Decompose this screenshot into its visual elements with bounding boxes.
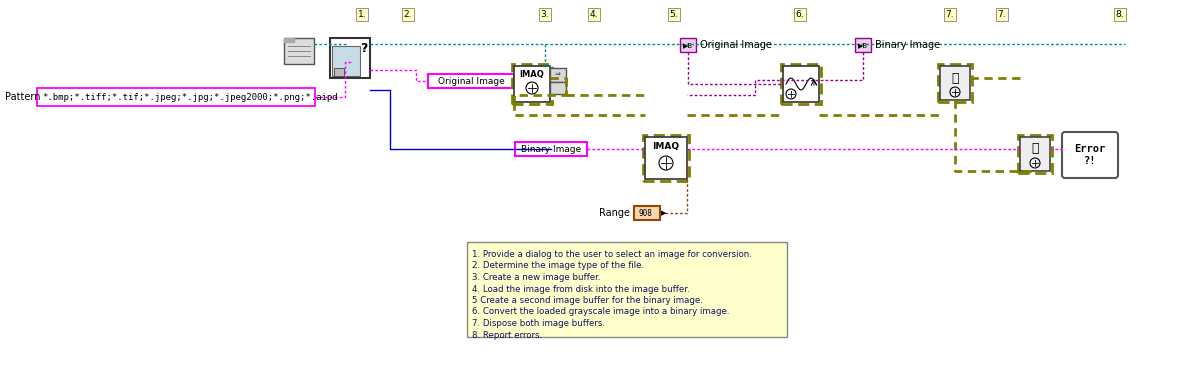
Bar xyxy=(680,38,696,52)
Bar xyxy=(332,46,360,76)
Text: 5.: 5. xyxy=(670,10,678,19)
Bar xyxy=(645,137,687,179)
Bar xyxy=(467,242,787,337)
Text: Binary Image: Binary Image xyxy=(520,145,581,154)
Bar xyxy=(514,142,586,156)
Bar xyxy=(784,66,819,102)
Text: Range: Range xyxy=(599,208,630,218)
Text: ▶B: ▶B xyxy=(858,42,868,48)
Bar xyxy=(334,68,345,76)
Bar xyxy=(428,74,514,88)
Text: Original Image: Original Image xyxy=(438,76,504,86)
Bar xyxy=(856,38,871,52)
Text: Pattern: Pattern xyxy=(5,92,40,102)
Bar xyxy=(284,38,314,64)
Polygon shape xyxy=(284,38,294,42)
Text: 6.: 6. xyxy=(795,10,805,19)
Bar xyxy=(330,38,371,78)
Text: 1.: 1. xyxy=(358,10,366,19)
Text: 3.: 3. xyxy=(540,10,550,19)
Bar xyxy=(1020,137,1050,171)
Text: Error
?!: Error ?! xyxy=(1074,144,1106,166)
Text: IMAQ: IMAQ xyxy=(519,69,544,79)
Bar xyxy=(634,206,660,220)
Text: 🗑: 🗑 xyxy=(1031,142,1038,155)
Text: ▶: ▶ xyxy=(661,210,667,216)
Text: 🗑: 🗑 xyxy=(951,72,958,85)
Text: 8.: 8. xyxy=(1115,10,1125,19)
Text: IMAQ: IMAQ xyxy=(653,142,680,152)
Text: ▶B: ▶B xyxy=(683,42,693,48)
Text: 3. Create a new image buffer.: 3. Create a new image buffer. xyxy=(472,273,601,282)
Bar xyxy=(781,64,821,104)
Bar xyxy=(940,66,970,100)
Bar xyxy=(514,66,550,102)
FancyBboxPatch shape xyxy=(1062,132,1117,178)
Text: 2. Determine the image type of the file.: 2. Determine the image type of the file. xyxy=(472,262,644,270)
Text: 1. Provide a dialog to the user to select an image for conversion.: 1. Provide a dialog to the user to selec… xyxy=(472,250,752,259)
Text: 7.: 7. xyxy=(997,10,1007,19)
Text: Binary Image: Binary Image xyxy=(876,40,940,50)
Text: 8. Report errors.: 8. Report errors. xyxy=(472,331,542,339)
Bar xyxy=(550,82,566,94)
Text: ?: ? xyxy=(360,41,368,55)
Text: Original Image: Original Image xyxy=(700,40,772,50)
Text: 4.: 4. xyxy=(590,10,598,19)
Text: 7.: 7. xyxy=(945,10,955,19)
Bar xyxy=(938,64,972,102)
Bar xyxy=(643,135,689,181)
Text: 908: 908 xyxy=(638,208,651,217)
Text: 7. Dispose both image buffers.: 7. Dispose both image buffers. xyxy=(472,319,605,328)
Text: 4. Load the image from disk into the image buffer.: 4. Load the image from disk into the ima… xyxy=(472,284,689,293)
Text: 5 Create a second image buffer for the binary image.: 5 Create a second image buffer for the b… xyxy=(472,296,703,305)
Text: 2.: 2. xyxy=(404,10,412,19)
Text: ⇒: ⇒ xyxy=(555,72,560,78)
Bar xyxy=(512,64,552,104)
Text: 6. Convert the loaded grayscale image into a binary image.: 6. Convert the loaded grayscale image in… xyxy=(472,307,729,317)
Text: *.bmp;*.tiff;*.tif;*.jpeg;*.jpg;*.jpeg2000;*.png;*.aipd: *.bmp;*.tiff;*.tif;*.jpeg;*.jpg;*.jpeg20… xyxy=(42,93,337,101)
Bar xyxy=(37,88,315,106)
Bar xyxy=(1018,135,1053,173)
Bar xyxy=(550,68,566,82)
